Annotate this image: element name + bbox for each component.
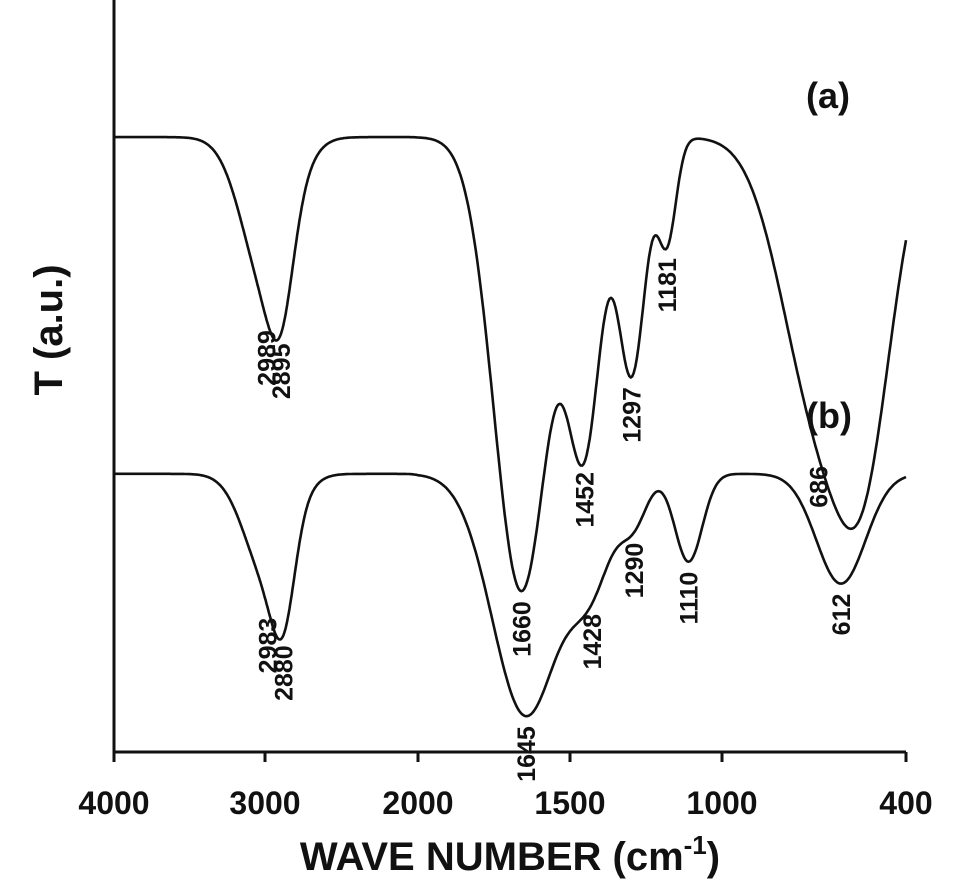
x-tick-label: 4000 <box>78 785 149 821</box>
peak-label: 2989 <box>254 330 282 386</box>
peak-label: 1290 <box>621 543 649 599</box>
x-tick-label: 400 <box>879 785 932 821</box>
spectrum-line <box>113 135 908 593</box>
peak-label: 1660 <box>508 601 536 657</box>
peak-label: 2880 <box>270 645 298 701</box>
x-tick-label: 1500 <box>534 785 605 821</box>
y-axis-title: T (a.u.) <box>27 264 71 395</box>
series-group <box>113 135 908 718</box>
peak-label: 686 <box>805 466 833 508</box>
x-tick-label: 2000 <box>382 785 453 821</box>
x-tick-label: 3000 <box>229 785 300 821</box>
spectrum-line <box>113 472 907 718</box>
peak-label: 612 <box>828 594 856 636</box>
peak-label: 1428 <box>579 614 607 670</box>
x-axis-title: WAVE NUMBER (cm-1) <box>300 830 720 879</box>
series-labels: (a) (b) <box>806 75 852 436</box>
peak-label: 2895 <box>268 343 296 399</box>
peak-label: 1645 <box>513 726 541 782</box>
peak-label: 2983 <box>255 618 283 674</box>
peak-label: 1181 <box>654 258 682 312</box>
series-label: (a) <box>806 75 850 116</box>
axes <box>112 0 906 754</box>
peak-label: 1297 <box>619 387 647 443</box>
x-ticks <box>112 752 908 762</box>
x-tick-labels: 4000 3000 2000 1500 1000 400 <box>78 785 932 821</box>
series-label: (b) <box>806 395 852 436</box>
x-tick-label: 1000 <box>686 785 757 821</box>
peak-label: 1452 <box>572 472 600 528</box>
peak-label: 1110 <box>676 572 704 625</box>
